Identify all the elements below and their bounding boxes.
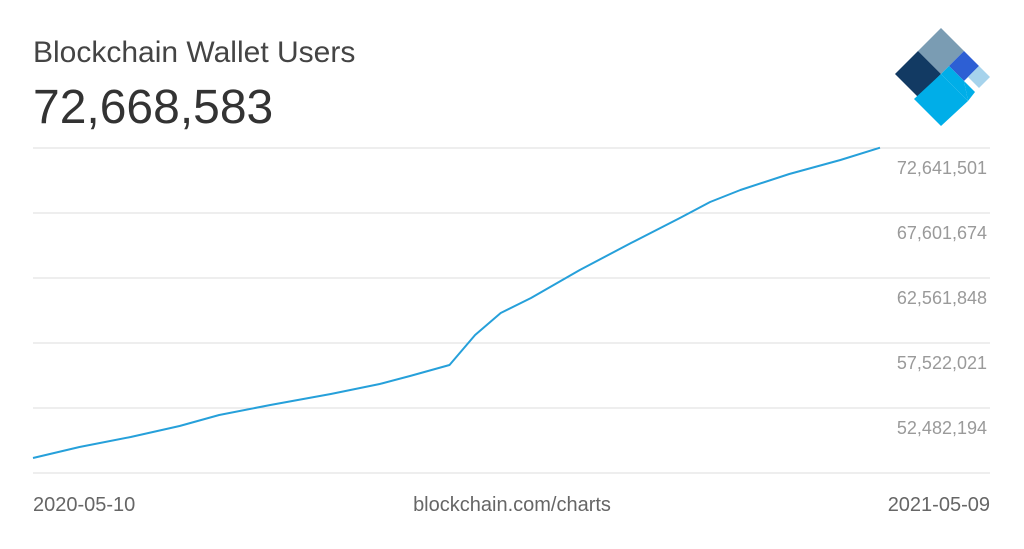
y-tick-label: 72,641,501 [897, 158, 987, 178]
y-tick-label: 67,601,674 [897, 223, 987, 243]
logo [895, 28, 990, 126]
y-tick-label: 52,482,194 [897, 418, 987, 438]
source: blockchain.com/charts [413, 494, 611, 516]
chart-title: Blockchain Wallet Users [33, 36, 355, 69]
x-tick-label: 2021-05-09 [888, 494, 990, 516]
line [32, 146, 881, 459]
y-tick-label: 62,561,848 [897, 288, 987, 308]
headline-value: 72,668,583 [33, 81, 273, 134]
y-tick-label: 57,522,021 [897, 353, 987, 373]
x-tick-label: 2020-05-10 [33, 494, 135, 516]
